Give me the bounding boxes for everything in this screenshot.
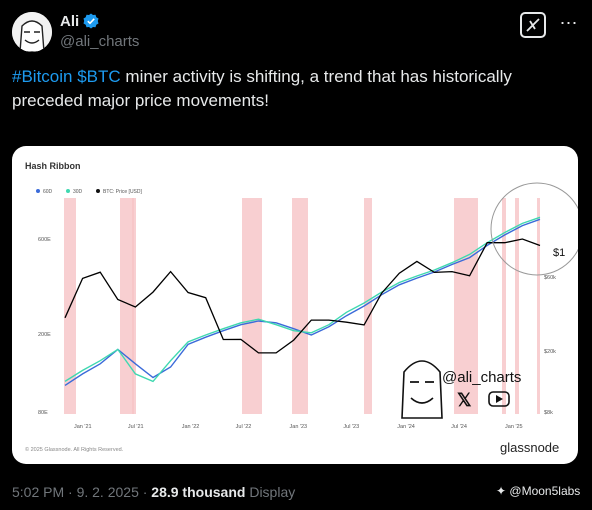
x-logo-icon: 𝕏 <box>457 390 472 410</box>
overlay-branding: @ali_charts 𝕏 <box>392 351 521 421</box>
x-axis-tick: Jan '24 <box>397 424 415 430</box>
right-axis-tick: $20k <box>544 349 556 355</box>
author-handle[interactable]: @ali_charts <box>60 33 140 50</box>
left-axis-tick: 80E <box>38 410 48 416</box>
capitulation-band <box>454 198 468 414</box>
x-axis-tick: Jul '23 <box>343 424 359 430</box>
x-axis: Jan '21 Jul '21 Jan '22 Jul '22 Jan '23 Jul '… <box>74 424 523 430</box>
avatar[interactable] <box>12 12 52 52</box>
legend-60d-marker <box>36 189 40 193</box>
chart-image[interactable]: Hash Ribbon 60D 30D BTC: Price [USD] 600… <box>12 146 578 464</box>
verified-badge-icon <box>83 13 99 29</box>
youtube-icon <box>488 391 510 407</box>
chart-copyright: © 2025 Glassnode. All Rights Reserved. <box>25 446 124 453</box>
more-options-button[interactable]: ⋯ <box>558 12 580 34</box>
x-axis-tick: Jan '25 <box>505 424 523 430</box>
glassnode-logo: glassnode <box>500 440 559 455</box>
x-axis-tick: Jul '21 <box>128 424 144 430</box>
cashtag-link[interactable]: $BTC <box>77 67 121 86</box>
moon5labs-watermark: ✦ @Moon5labs <box>496 484 580 498</box>
meme-face-icon <box>401 360 443 419</box>
zoom-circle <box>490 182 578 276</box>
x-axis-tick: Jul '22 <box>236 424 252 430</box>
legend-30d-label: 30D <box>73 189 83 195</box>
chart-title: Hash Ribbon <box>25 161 81 171</box>
grok-button[interactable] <box>520 12 546 38</box>
capitulation-band <box>515 198 519 414</box>
capitulation-band <box>120 198 128 414</box>
left-axis-tick: 600E <box>38 237 51 243</box>
view-label: Display <box>245 484 296 500</box>
capitulation-band <box>468 198 478 414</box>
legend-price-marker <box>96 189 100 193</box>
capitulation-band <box>502 198 506 414</box>
capitulation-band <box>364 198 372 414</box>
y-axes: 600E 200E 80E $60k $20k $8k <box>38 237 556 416</box>
left-axis-tick: 200E <box>38 332 51 338</box>
more-dots-icon: ⋯ <box>559 12 579 33</box>
chart-legend: 60D 30D BTC: Price [USD] <box>36 189 143 195</box>
hash-ribbon-chart: 60D 30D BTC: Price [USD] 600E 200E 80E $60k… <box>25 182 578 455</box>
legend-30d-marker <box>66 189 70 193</box>
legend-60d-label: 60D <box>43 189 53 195</box>
x-axis-tick: Jul '24 <box>451 424 467 430</box>
zoom-price-label: $1 <box>553 247 565 259</box>
tweet-text-line1: miner activity is shifting, a trend that… <box>120 67 512 86</box>
right-axis-tick: $60k <box>544 275 556 281</box>
tweet-text-line2: preceded major price movements! <box>12 91 270 110</box>
tweet-meta: 5:02 PM · 9. 2. 2025 · 28.9 thousand Dis… <box>12 484 295 500</box>
right-axis-tick: $8k <box>544 410 553 416</box>
capitulation-band <box>242 198 262 414</box>
x-axis-tick: Jan '22 <box>182 424 200 430</box>
capitulation-band <box>537 198 540 414</box>
grok-icon <box>526 18 540 32</box>
capitulation-band <box>128 198 134 414</box>
post-time[interactable]: 5:02 PM · 9. 2. 2025 · <box>12 484 152 500</box>
tweet-text: #Bitcoin $BTC miner activity is shifting… <box>12 65 572 113</box>
x-axis-tick: Jan '21 <box>74 424 92 430</box>
series-btc-price-usd-line <box>64 238 541 354</box>
author-name[interactable]: Ali <box>60 13 80 30</box>
capitulation-band <box>292 198 308 414</box>
overlay-handle: @ali_charts <box>442 369 521 386</box>
series-lines <box>64 216 541 386</box>
view-count: 28.9 thousand <box>151 484 246 500</box>
capitulation-bands <box>64 198 540 414</box>
watermark-text: @Moon5labs <box>509 484 581 498</box>
hashtag-link[interactable]: #Bitcoin <box>12 67 73 86</box>
series-30d-line <box>64 216 541 383</box>
legend-price-label: BTC: Price [USD] <box>103 189 143 195</box>
x-axis-tick: Jan '23 <box>290 424 308 430</box>
avatar-meme-face-icon <box>12 12 52 52</box>
moon5labs-logo-icon: ✦ <box>496 484 507 498</box>
